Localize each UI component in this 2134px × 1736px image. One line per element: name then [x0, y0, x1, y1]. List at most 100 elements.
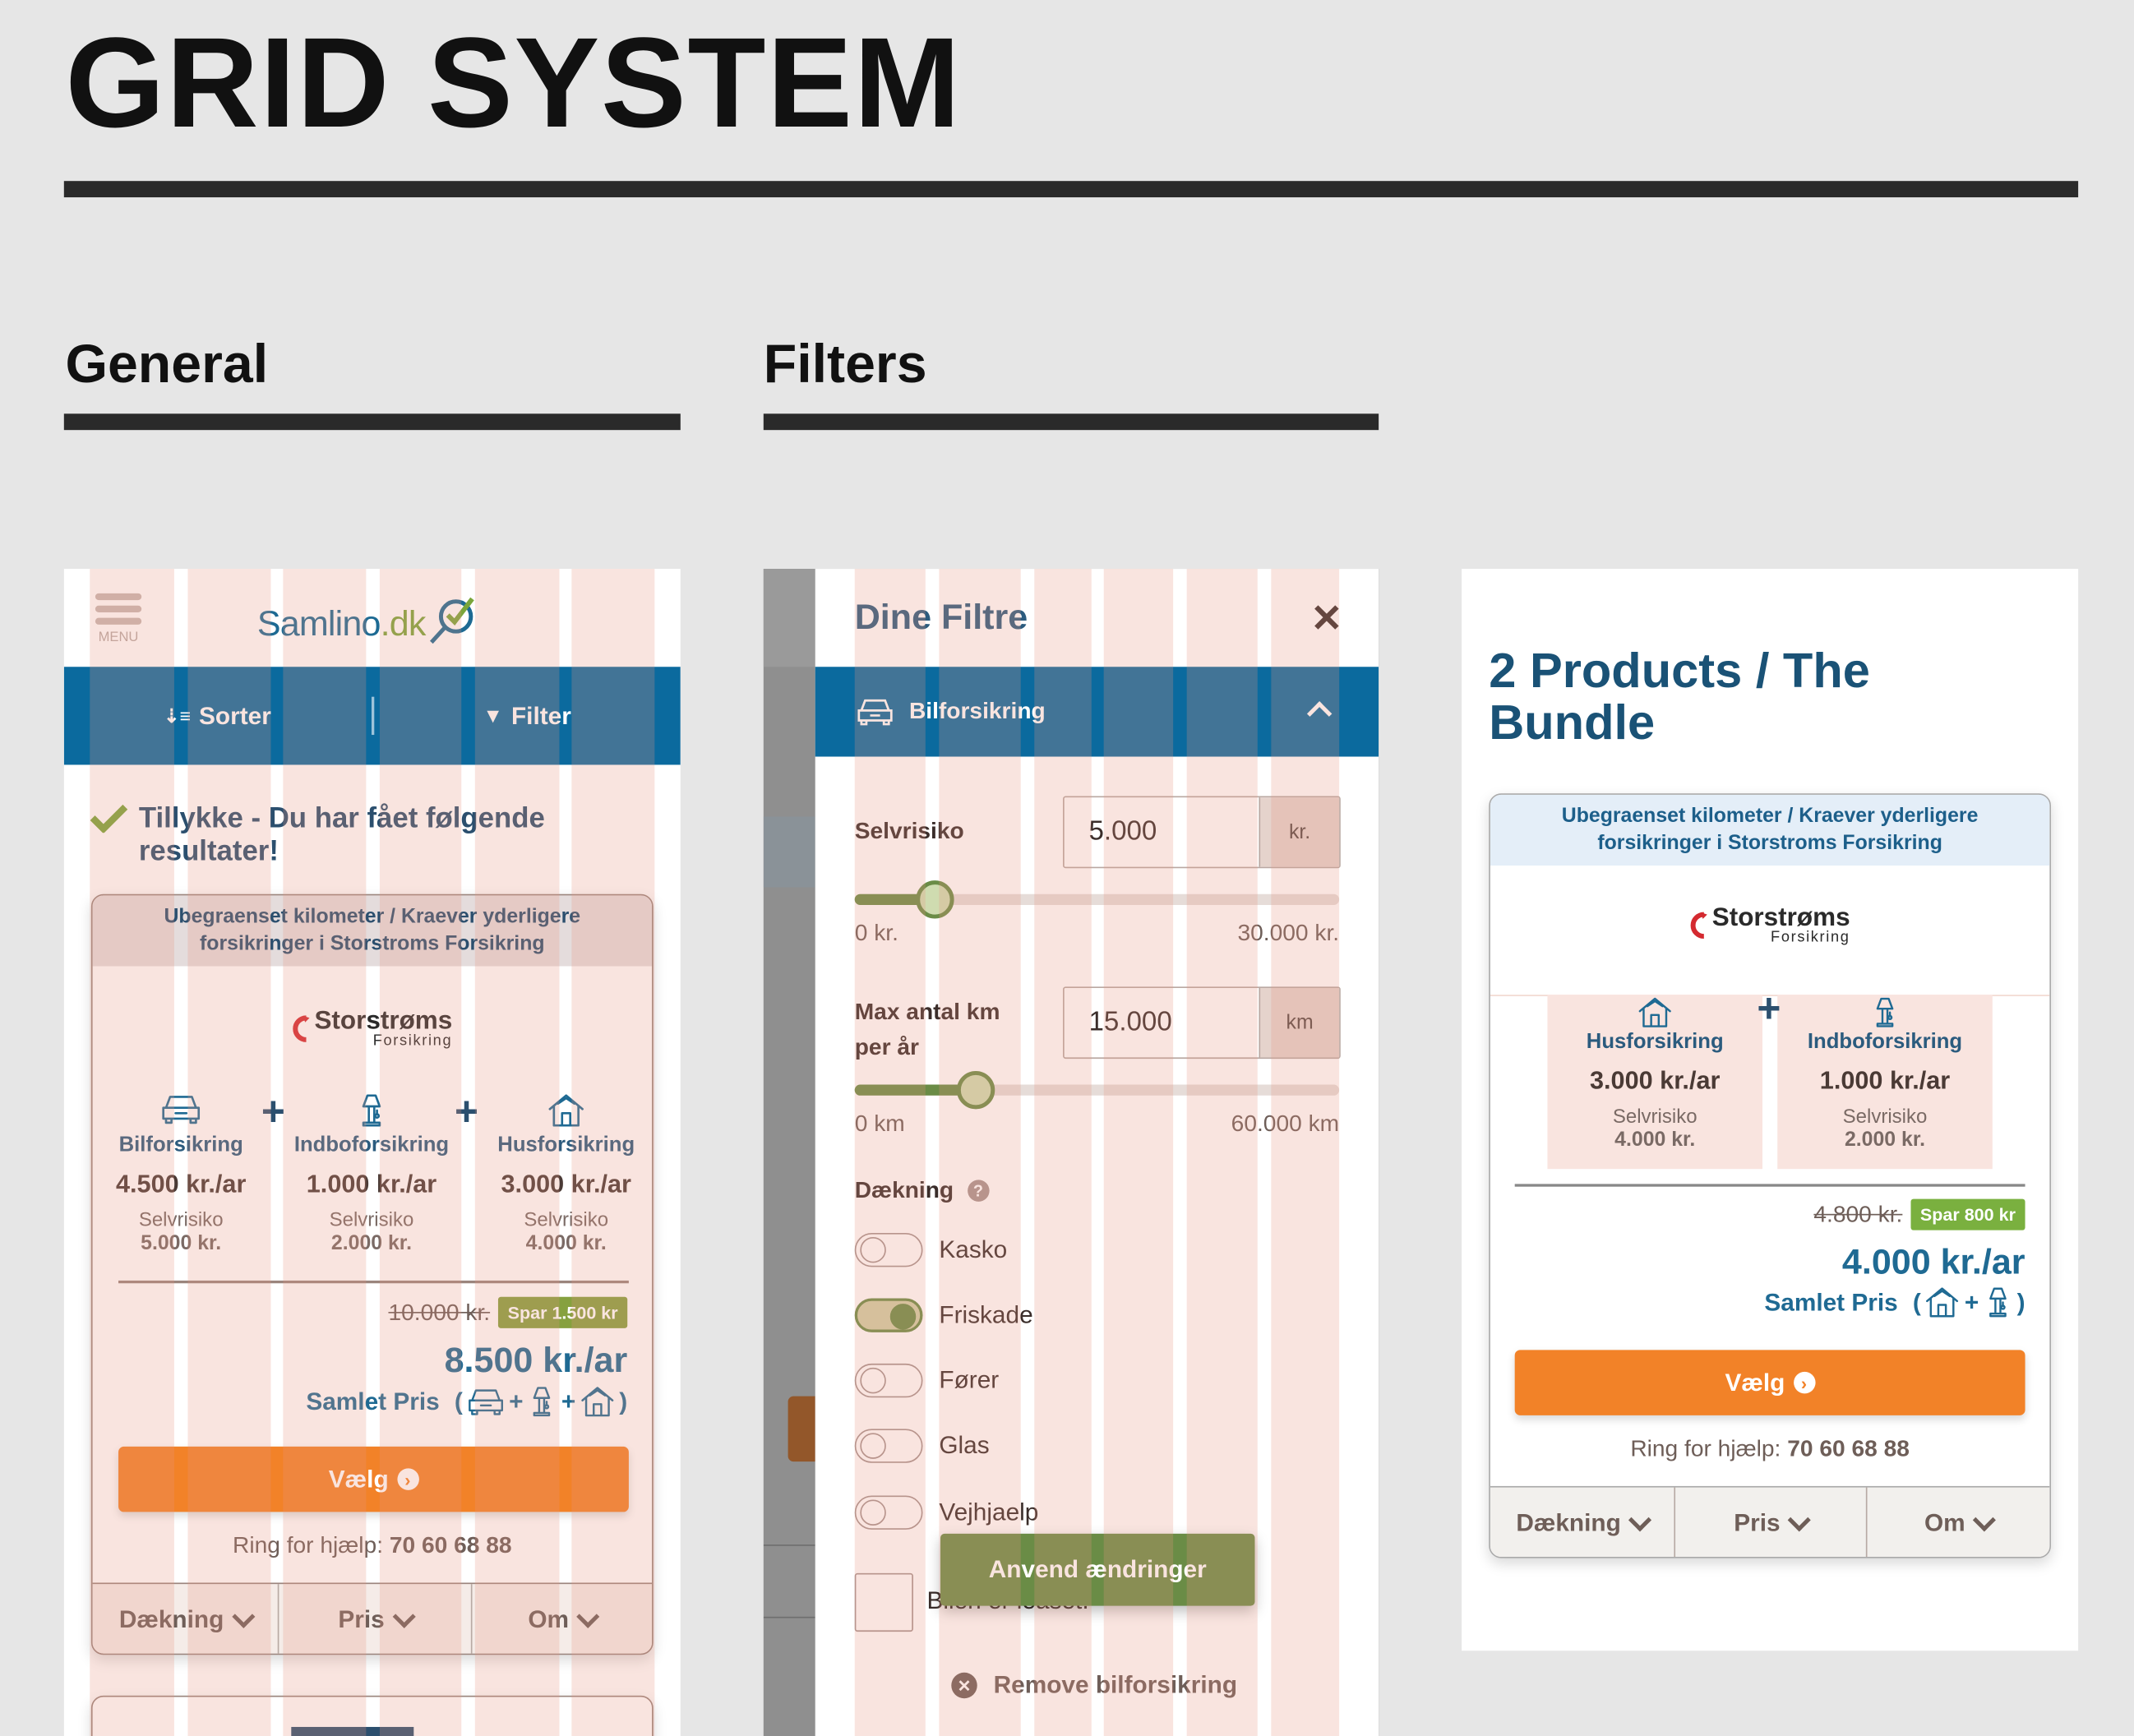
savings-badge: Spar 1.500 kr [498, 1296, 628, 1328]
toggle-glas[interactable]: Glas [854, 1429, 990, 1463]
car-icon [467, 1387, 505, 1416]
close-icon[interactable]: ✕ [1310, 597, 1343, 640]
help-phone[interactable]: 70 60 68 88 [1787, 1435, 1910, 1462]
drawer-title: Dine Filtre [854, 596, 1028, 637]
slider-thumb[interactable] [956, 1070, 995, 1110]
km-slider[interactable] [854, 1084, 1340, 1096]
bundle-card: Ubegraenset kilometer / Kraever yderlige… [1489, 793, 2052, 1558]
house-icon [1636, 996, 1674, 1029]
close-circle-icon: ✕ [951, 1672, 977, 1699]
section-title-general: General [65, 335, 269, 395]
leased-checkbox[interactable] [854, 1572, 913, 1632]
tab-om[interactable]: Om [1867, 1488, 2049, 1557]
sort-button[interactable]: ⇣≡ Sorter [164, 701, 271, 729]
funnel-icon: ▼ [483, 704, 504, 727]
apply-changes-button[interactable]: Anvend ændringer [940, 1533, 1255, 1606]
chevron-up-icon [1306, 701, 1333, 727]
offer-card: Ubegraenset kilometer / Kraever yderlige… [90, 893, 654, 1655]
slider-thumb[interactable] [916, 880, 955, 919]
sort-icon: ⇣≡ [164, 704, 192, 727]
general-mockup: MENU Samlino .dk ⇣≡ Sorter ▼ Filter Tillykk… [63, 569, 681, 1736]
card-tabs: Dækning Pris Om [92, 1582, 653, 1654]
slider-min-label: 0 kr. [854, 920, 898, 946]
section-divider [763, 413, 1379, 431]
dimmed-button [788, 1396, 815, 1462]
car-icon [857, 699, 893, 726]
filter-drawer: Dine Filtre ✕ Bilforsikring Selvrisiko 5… [815, 569, 1379, 1736]
toolbar-divider [371, 696, 374, 736]
filter-button[interactable]: ▼ Filter [483, 701, 571, 729]
tab-daekning[interactable]: Dækning [93, 1584, 279, 1654]
bundle-heading: 2 Products / The Bundle [1489, 642, 1870, 750]
section-header-bilforsikring[interactable]: Bilforsikring [815, 667, 1379, 757]
sort-filter-bar: ⇣≡ Sorter ▼ Filter [63, 667, 681, 765]
help-icon[interactable]: ? [967, 1180, 990, 1202]
product-item: Bilforsikring 4.500 kr./ar Selvrisiko 5.… [99, 1092, 263, 1254]
chevron-down-icon [1972, 1507, 1996, 1531]
chevron-down-icon [231, 1604, 255, 1628]
coverage-label: Dækning? [855, 1177, 990, 1204]
success-message: Tillykke - Du har fået følgende resultat… [138, 802, 545, 867]
product-item: Indboforsikring 1.000 kr./ar Selvrisiko … [1777, 996, 1993, 1152]
chevron-circle-icon: › [1793, 1371, 1815, 1394]
product-item: Husforsikring 3.000 kr./ar Selvrisiko 4.… [1547, 996, 1762, 1152]
tab-daekning[interactable]: Dækning [1490, 1487, 1676, 1558]
samlino-logo[interactable]: Samlino .dk [257, 596, 480, 650]
insurer-logo: Storstrøms Forsikring [290, 994, 452, 1064]
help-phone[interactable]: 70 60 68 88 [389, 1532, 512, 1558]
help-text: Ring for hjælp: 70 60 68 88 [233, 1532, 512, 1558]
toggle-forer[interactable]: Fører [854, 1363, 999, 1398]
products-row: Bilforsikring 4.500 kr./ar Selvrisiko 5.… [93, 1092, 652, 1269]
toggle-vejhjaelp[interactable]: Vejhjaelp [854, 1495, 1038, 1530]
card-tabs: Dækning Pris Om [1490, 1485, 2050, 1558]
slider-max-label: 60.000 km [1231, 1110, 1340, 1137]
remove-bilforsikring-link[interactable]: ✕ Remove bilforsikring [951, 1671, 1237, 1700]
offer-header: Ubegraenset kilometer / Kraever yderlige… [1490, 794, 2050, 866]
chevron-circle-icon: › [396, 1468, 419, 1490]
chevron-down-icon [391, 1604, 415, 1628]
savings-badge: Spar 800 kr [1910, 1198, 2025, 1230]
insurer-logo: Storstrøms Forsikring [1688, 890, 1850, 961]
lamp-icon [355, 1092, 388, 1128]
tab-pris[interactable]: Pris [1675, 1487, 1868, 1558]
divider [1514, 1184, 2025, 1186]
section-title-filters: Filters [763, 335, 927, 395]
chevron-down-icon [1787, 1507, 1811, 1531]
insurer-logo [291, 1726, 414, 1736]
section-divider [63, 413, 681, 431]
offer-card-next [90, 1695, 654, 1736]
product-item: Indboforsikring 1.000 kr./ar Selvrisiko … [283, 1092, 460, 1254]
chevron-down-icon [576, 1604, 600, 1628]
plus-icon: + [454, 1090, 478, 1135]
house-icon [580, 1385, 615, 1418]
magnifier-check-icon [429, 597, 474, 644]
page-title: GRID SYSTEM [65, 11, 962, 155]
house-icon [547, 1092, 585, 1128]
tab-pris[interactable]: Pris [279, 1584, 473, 1654]
deductible-input[interactable]: 5.000 kr. [1063, 796, 1341, 869]
title-divider [63, 181, 2079, 198]
toggle-switch[interactable] [854, 1429, 923, 1463]
plus-icon: + [1757, 986, 1781, 1032]
dimmed-offer-header [763, 816, 815, 888]
choose-button[interactable]: Vælg › [118, 1446, 629, 1512]
plus-icon: + [261, 1090, 285, 1135]
toggle-switch[interactable] [854, 1232, 923, 1267]
toggle-kasko[interactable]: Kasko [854, 1232, 1007, 1267]
tab-om[interactable]: Om [472, 1584, 652, 1653]
check-icon [90, 803, 131, 838]
bundle-mockup: 2 Products / The Bundle Ubegraenset kilo… [1462, 569, 2079, 1651]
choose-button[interactable]: Vælg › [1514, 1350, 2025, 1415]
menu-label: MENU [98, 630, 139, 645]
toggle-friskade[interactable]: Friskade [854, 1298, 1033, 1332]
toggle-switch[interactable] [854, 1298, 923, 1332]
help-text: Ring for hjælp: 70 60 68 88 [1630, 1435, 1910, 1462]
toggle-switch[interactable] [854, 1363, 923, 1398]
lamp-icon [1983, 1286, 2012, 1319]
deductible-slider[interactable] [854, 893, 1340, 905]
menu-button[interactable]: MENU [95, 593, 142, 645]
km-input[interactable]: 15.000 km [1063, 986, 1341, 1060]
deductible-label: Selvrisiko [854, 818, 964, 844]
toggle-switch[interactable] [854, 1495, 923, 1530]
grid-column [1547, 995, 1763, 1170]
